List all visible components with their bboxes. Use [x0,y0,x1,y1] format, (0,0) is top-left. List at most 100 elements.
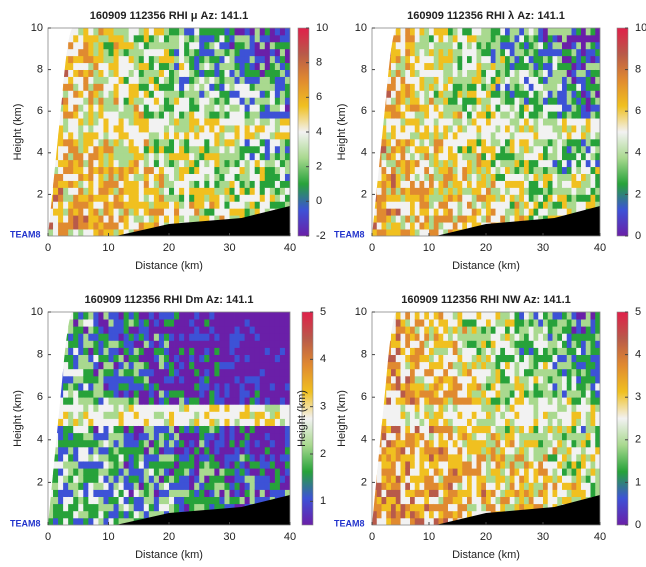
field-cell [477,167,482,174]
field-cell [53,174,58,181]
field-cell [534,201,539,208]
field-cell [382,132,387,139]
field-cell [458,222,463,229]
field-cell [405,97,410,104]
field-cell [534,90,539,97]
field-cell [496,160,501,167]
field-cell [189,312,194,320]
field-cell [98,160,103,167]
field-cell [548,77,553,84]
field-cell [164,333,169,341]
field-cell [405,70,410,77]
field-cell [486,104,491,111]
field-cell [144,369,149,377]
colorbar-tick-label: 8 [635,64,641,76]
field-cell [219,490,224,498]
field-cell [538,35,543,42]
field-cell [250,56,255,63]
field-cell [275,404,280,412]
field-cell [576,167,581,174]
field-cell [510,90,515,97]
field-cell [93,369,98,377]
field-cell [270,111,275,118]
field-cell [109,90,114,97]
field-cell [78,468,83,476]
field-cell [199,28,204,35]
field-cell [529,187,534,194]
field-cell [119,369,124,377]
colorbar-tick-label: 2 [635,188,641,200]
field-cell [270,42,275,49]
field-cell [401,497,406,505]
field-cell [424,454,429,462]
field-cell [58,118,63,125]
field-cell [149,426,154,434]
field-cell [543,70,548,77]
field-cell [154,383,159,391]
field-cell [109,376,114,384]
field-cell [63,397,68,405]
field-cell [382,139,387,146]
field-cell [199,125,204,132]
field-cell [109,194,114,201]
field-cell [154,475,159,483]
field-cell [154,42,159,49]
field-cell [581,118,586,125]
field-cell [230,181,235,188]
field-cell [78,153,83,160]
field-cell [401,167,406,174]
field-cell [48,215,53,222]
field-cell [434,355,439,363]
field-cell [543,167,548,174]
field-cell [270,118,275,125]
field-cell [204,411,209,419]
field-cell [124,56,129,63]
field-cell [405,153,410,160]
field-cell [235,312,240,320]
field-cell [119,181,124,188]
field-cell [224,70,229,77]
field-cell [109,511,114,519]
field-cell [139,146,144,153]
field-cell [194,111,199,118]
field-cell [285,333,290,341]
field-cell [164,215,169,222]
field-cell [88,77,93,84]
field-cell [434,504,439,512]
field-cell [73,125,78,132]
field-cell [567,201,572,208]
field-cell [448,490,453,498]
field-cell [204,70,209,77]
field-cell [219,194,224,201]
field-cell [534,97,539,104]
field-cell [405,475,410,483]
field-cell [159,132,164,139]
field-cell [93,362,98,370]
field-cell [410,447,415,455]
field-cell [591,63,596,70]
field-cell [119,83,124,90]
field-cell [270,146,275,153]
field-cell [149,174,154,181]
field-cell [93,222,98,229]
field-cell [224,56,229,63]
field-cell [401,369,406,377]
field-cell [103,426,108,434]
field-cell [382,440,387,448]
field-cell [448,482,453,490]
field-cell [154,376,159,384]
field-cell [467,153,472,160]
field-cell [224,440,229,448]
field-cell [204,497,209,505]
field-cell [448,63,453,70]
field-cell [189,42,194,49]
field-cell [391,139,396,146]
field-cell [78,174,83,181]
field-cell [462,187,467,194]
field-cell [420,63,425,70]
field-cell [235,461,240,469]
field-cell [405,369,410,377]
field-cell [424,426,429,434]
field-cell [63,90,68,97]
field-cell [230,49,235,56]
